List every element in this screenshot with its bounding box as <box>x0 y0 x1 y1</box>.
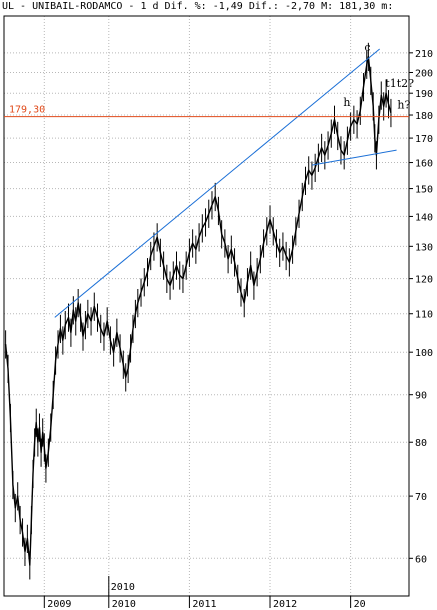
y-tick-label: 90 <box>415 391 427 402</box>
y-tick-label: 120 <box>415 275 433 286</box>
y-tick-label: 170 <box>415 134 433 145</box>
annotation-label: t1t2? <box>385 77 414 90</box>
plot-frame <box>3 15 410 597</box>
y-tick-label: 150 <box>415 185 433 196</box>
grid <box>4 16 409 596</box>
y-axis: 60 70 80 90 100 110 120 130 140 150 160 170 180 190 20… <box>409 49 433 565</box>
y-tick-label: 180 <box>415 111 433 122</box>
y-tick-label: 110 <box>415 310 433 321</box>
y-tick-label: 60 <box>415 554 427 565</box>
y-tick-label: 80 <box>415 438 427 449</box>
annotation-label: h <box>343 96 350 109</box>
y-tick-label: 130 <box>415 242 433 253</box>
annotation-label: c <box>364 41 370 54</box>
x-tick-label: 2011 <box>192 599 216 610</box>
y-tick-label: 100 <box>415 348 433 359</box>
x-tick-label: 2010 <box>112 599 136 610</box>
x-tick-label: 20 <box>354 599 366 610</box>
trendline <box>311 149 397 166</box>
x-tick-label: 2012 <box>273 599 297 610</box>
x-axis: 2009 2010 2011 2012 20 2010 <box>43 576 366 610</box>
x-tick-label: 2009 <box>47 599 71 610</box>
chart-header: UL - UNIBAIL-RODAMCO - 1 d Dif. %: -1,49… <box>2 1 394 12</box>
y-tick-label: 190 <box>415 89 433 100</box>
y-tick-label: 210 <box>415 49 433 60</box>
annotation-label: h? <box>397 98 410 111</box>
y-tick-label: 200 <box>415 69 433 80</box>
y-tick-label: 70 <box>415 492 427 503</box>
y-tick-label: 160 <box>415 159 433 170</box>
horizontal-level: 179,30 <box>4 105 409 118</box>
y-tick-label: 140 <box>415 212 433 223</box>
price-series <box>4 42 392 580</box>
trendline <box>54 48 380 318</box>
level-label: 179,30 <box>9 105 45 116</box>
trendlines <box>54 48 397 318</box>
year-marker-label: 2010 <box>111 582 135 593</box>
annotations: h c t1t2? h? <box>343 41 414 111</box>
plot-border <box>3 15 410 597</box>
